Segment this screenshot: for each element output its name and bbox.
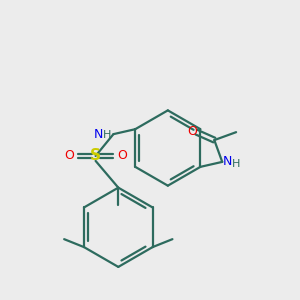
Text: H: H xyxy=(103,130,112,140)
Text: N: N xyxy=(223,155,232,168)
Text: O: O xyxy=(188,125,197,138)
Text: O: O xyxy=(64,149,74,162)
Text: S: S xyxy=(90,148,101,164)
Text: O: O xyxy=(117,149,127,162)
Text: N: N xyxy=(94,128,104,141)
Text: H: H xyxy=(232,159,241,169)
